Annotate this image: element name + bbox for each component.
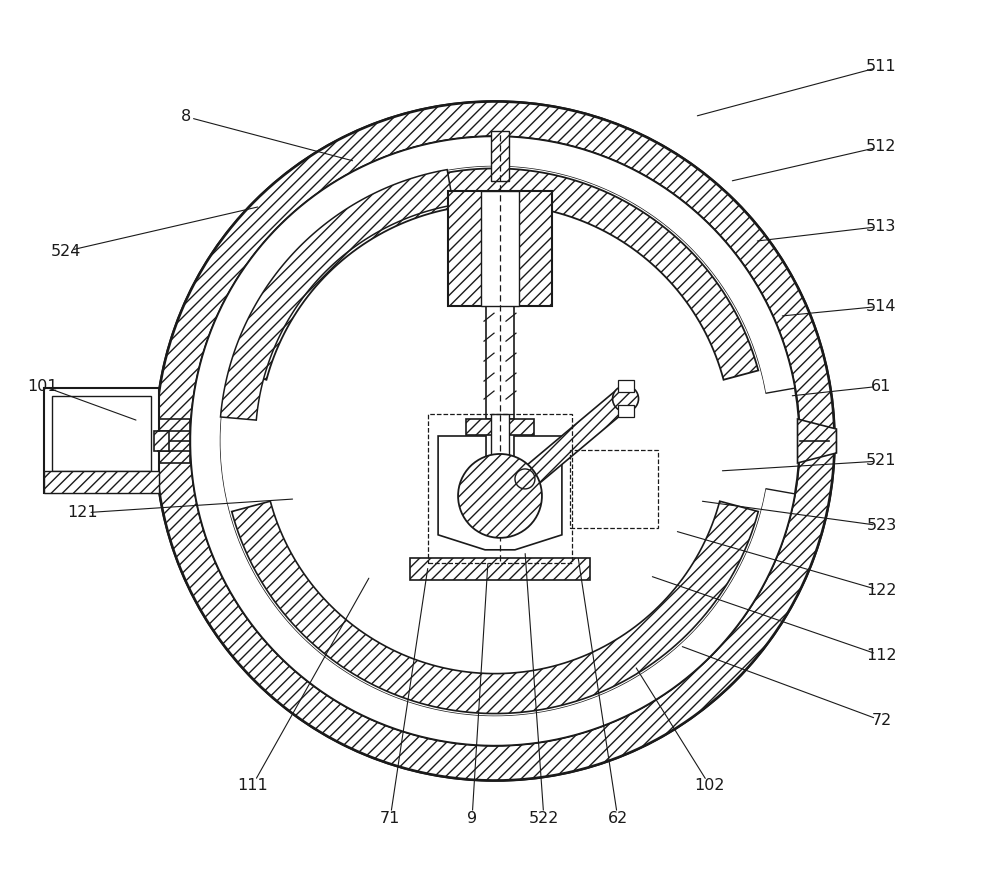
Bar [466, 419, 534, 435]
Circle shape [515, 469, 535, 489]
Bar [410, 557, 590, 580]
Bar [448, 192, 552, 307]
Polygon shape [220, 170, 453, 420]
Text: 524: 524 [51, 244, 81, 259]
Text: 111: 111 [237, 778, 268, 793]
Polygon shape [232, 168, 758, 380]
Text: 71: 71 [380, 811, 400, 826]
Text: 511: 511 [866, 59, 897, 74]
Circle shape [190, 137, 800, 746]
Bar [52, 396, 151, 471]
Text: 9: 9 [467, 811, 477, 826]
Polygon shape [191, 137, 795, 746]
Text: 102: 102 [694, 778, 725, 793]
Bar [618, 405, 634, 416]
Polygon shape [438, 436, 562, 550]
Text: 61: 61 [871, 379, 892, 394]
Text: 523: 523 [866, 518, 897, 533]
Bar [428, 414, 572, 563]
Polygon shape [232, 501, 758, 713]
Text: 8: 8 [180, 109, 191, 124]
Text: 512: 512 [866, 139, 897, 154]
Circle shape [220, 166, 770, 716]
Text: 112: 112 [866, 648, 897, 663]
Text: 62: 62 [608, 811, 628, 826]
Polygon shape [156, 451, 190, 463]
Polygon shape [156, 419, 190, 431]
Bar [618, 380, 634, 392]
Text: 101: 101 [27, 379, 58, 394]
Text: 514: 514 [866, 299, 897, 314]
Bar [481, 192, 519, 307]
Polygon shape [798, 419, 836, 463]
Text: 72: 72 [871, 713, 892, 728]
Bar [491, 132, 509, 181]
Text: 122: 122 [866, 584, 897, 598]
Bar [570, 450, 658, 528]
Bar [491, 414, 509, 491]
Text: 521: 521 [866, 454, 897, 469]
Text: 121: 121 [67, 505, 98, 520]
Circle shape [156, 102, 834, 780]
Polygon shape [156, 102, 834, 780]
Circle shape [613, 386, 639, 412]
Text: 522: 522 [529, 811, 559, 826]
Text: 513: 513 [866, 219, 897, 233]
Bar [44, 388, 159, 493]
Bar [154, 431, 169, 451]
Polygon shape [520, 391, 630, 488]
Circle shape [458, 454, 542, 537]
Bar [486, 307, 514, 419]
Polygon shape [44, 471, 159, 493]
